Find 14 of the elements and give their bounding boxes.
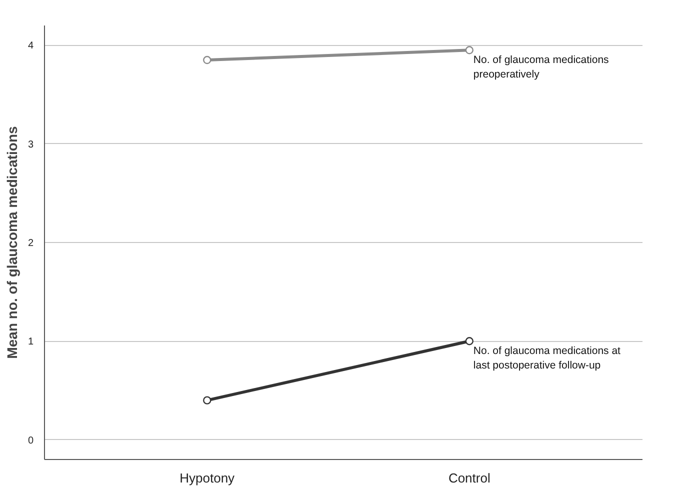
point — [203, 56, 212, 64]
y-tick-label: 2 — [28, 238, 34, 249]
series-label: No. of glaucoma medications preoperatively — [473, 54, 609, 81]
y-tick-label: 4 — [28, 40, 34, 52]
x-tick-label: Hypotony — [180, 470, 236, 486]
point — [465, 337, 474, 346]
y-tick-label: 0 — [28, 435, 34, 446]
point — [465, 46, 474, 54]
y-axis-title: Mean no. of glaucoma medications — [4, 126, 20, 359]
x-tick-label: Control — [448, 470, 490, 486]
point — [203, 396, 212, 404]
y-tick-label: 1 — [28, 336, 34, 348]
y-tick-label: 3 — [28, 139, 34, 150]
series-label: No. of glaucoma medications at last postoperative follow-up — [473, 345, 621, 372]
